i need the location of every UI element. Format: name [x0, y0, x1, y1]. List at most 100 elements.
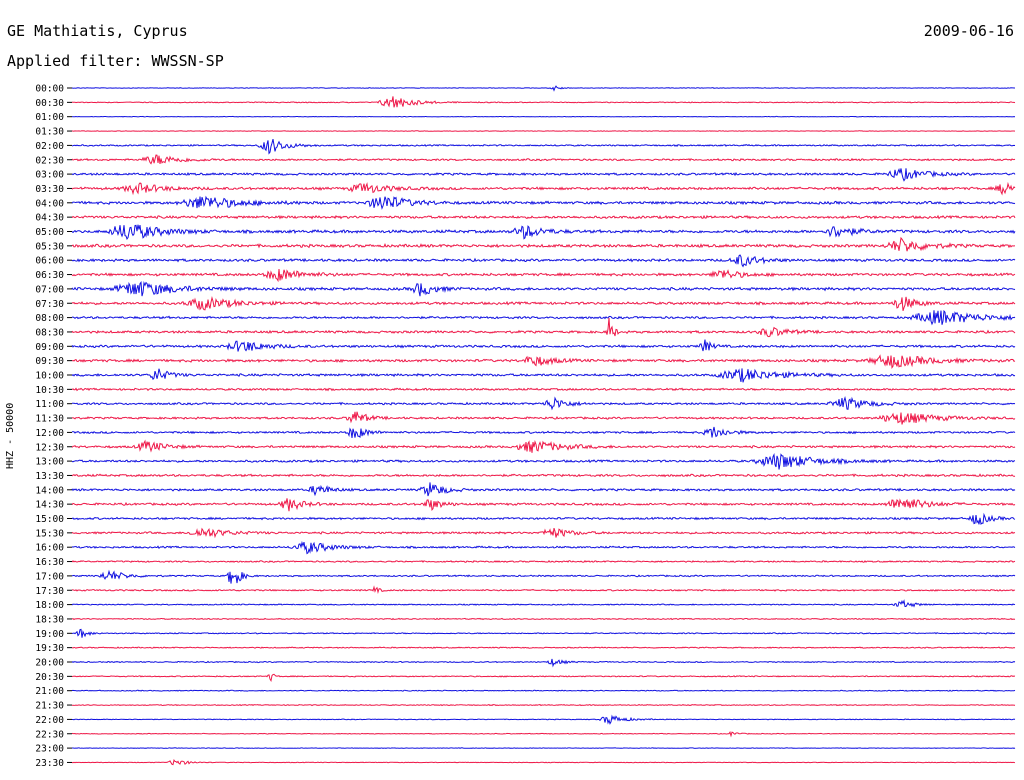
record-date: 2009-06-16 [923, 22, 1014, 40]
time-label: 20:30 [35, 672, 64, 683]
time-label: 20:00 [35, 658, 64, 669]
time-label: 16:00 [35, 543, 64, 554]
time-label: 15:00 [35, 514, 64, 525]
trace-row [71, 195, 1016, 210]
time-label: 13:00 [35, 457, 64, 468]
trace-row [71, 214, 1016, 220]
trace-row [71, 473, 1016, 478]
trace-row [71, 689, 1016, 692]
trace-row [72, 714, 1016, 725]
time-label: 01:30 [35, 127, 64, 138]
time-label: 08:00 [35, 313, 64, 324]
trace-row [71, 395, 1016, 411]
time-label: 19:30 [35, 643, 64, 654]
time-label: 12:30 [35, 442, 64, 453]
trace-row [71, 295, 1016, 311]
time-label: 10:00 [35, 371, 64, 382]
trace-row [71, 130, 1016, 132]
trace-row [71, 617, 1016, 621]
trace-row [71, 280, 1016, 297]
time-label: 08:30 [35, 327, 64, 338]
trace-row [71, 268, 1016, 283]
time-label: 17:00 [35, 571, 64, 582]
trace-row [71, 453, 1016, 470]
trace-row [72, 747, 1016, 749]
time-label: 00:30 [35, 98, 64, 109]
time-label: 21:30 [35, 701, 64, 712]
time-label: 18:30 [35, 614, 64, 625]
time-label: 14:30 [35, 500, 64, 511]
time-label: 21:00 [35, 686, 64, 697]
trace-row [71, 439, 1016, 453]
time-label: 04:30 [35, 213, 64, 224]
trace-row [71, 387, 1016, 392]
time-label: 15:30 [35, 528, 64, 539]
time-label: 06:30 [35, 270, 64, 281]
time-label: 11:30 [35, 414, 64, 425]
time-label: 09:30 [35, 356, 64, 367]
trace-row [71, 138, 1016, 155]
trace-row [71, 646, 1016, 649]
trace-row [71, 368, 1016, 383]
trace-row [71, 673, 1016, 683]
trace-row [71, 115, 1016, 118]
trace-row [71, 317, 1016, 338]
time-label: 02:00 [35, 141, 64, 152]
time-label: 16:30 [35, 557, 64, 568]
time-label: 04:00 [35, 198, 64, 209]
trace-row [71, 154, 1016, 165]
trace-row [71, 181, 1016, 196]
time-label: 18:00 [35, 600, 64, 611]
time-label: 12:00 [35, 428, 64, 439]
trace-row [71, 731, 1016, 738]
trace-row [71, 426, 1016, 439]
trace-row [71, 758, 1016, 766]
trace-row [71, 236, 1015, 252]
time-label: 22:00 [35, 715, 64, 726]
time-label: 00:00 [35, 84, 64, 95]
time-label: 23:30 [35, 758, 64, 769]
time-label: 05:30 [35, 241, 64, 252]
time-label: 22:30 [35, 729, 64, 740]
time-label: 19:00 [35, 629, 64, 640]
time-label: 14:00 [35, 485, 64, 496]
trace-row [71, 512, 1016, 525]
time-label: 09:00 [35, 342, 64, 353]
time-label: 07:00 [35, 284, 64, 295]
trace-row [71, 628, 1016, 638]
trace-row [71, 339, 1016, 352]
trace-row [71, 599, 1016, 608]
trace-row [71, 354, 1016, 369]
time-label: 05:00 [35, 227, 64, 238]
time-label: 02:30 [35, 155, 64, 166]
filter-label: Applied filter: WWSSN-SP [7, 52, 224, 70]
trace-row [71, 411, 1016, 425]
trace-row [71, 658, 1016, 668]
time-label: 06:00 [35, 256, 64, 267]
time-label: 10:30 [35, 385, 64, 396]
time-label: 03:00 [35, 170, 64, 181]
trace-row [71, 703, 1016, 707]
trace-row [71, 482, 1016, 497]
trace-row [71, 85, 1015, 92]
time-label: 03:30 [35, 184, 64, 195]
trace-row [71, 309, 1016, 326]
trace-row [71, 527, 1016, 539]
station-title: GE Mathiatis, Cyprus [7, 22, 188, 40]
trace-row [71, 224, 1016, 240]
trace-row [71, 569, 1016, 584]
trace-row [71, 168, 1016, 182]
time-label: 01:00 [35, 112, 64, 123]
trace-row [71, 96, 1016, 108]
time-label: 11:00 [35, 399, 64, 410]
time-label: 13:30 [35, 471, 64, 482]
trace-row [72, 585, 1016, 595]
trace-row [71, 560, 1016, 563]
trace-row [71, 540, 1016, 555]
time-label: 17:30 [35, 586, 64, 597]
time-label: 07:30 [35, 299, 64, 310]
trace-row [71, 254, 1016, 268]
trace-row [71, 498, 1016, 512]
time-label: 23:00 [35, 744, 64, 755]
